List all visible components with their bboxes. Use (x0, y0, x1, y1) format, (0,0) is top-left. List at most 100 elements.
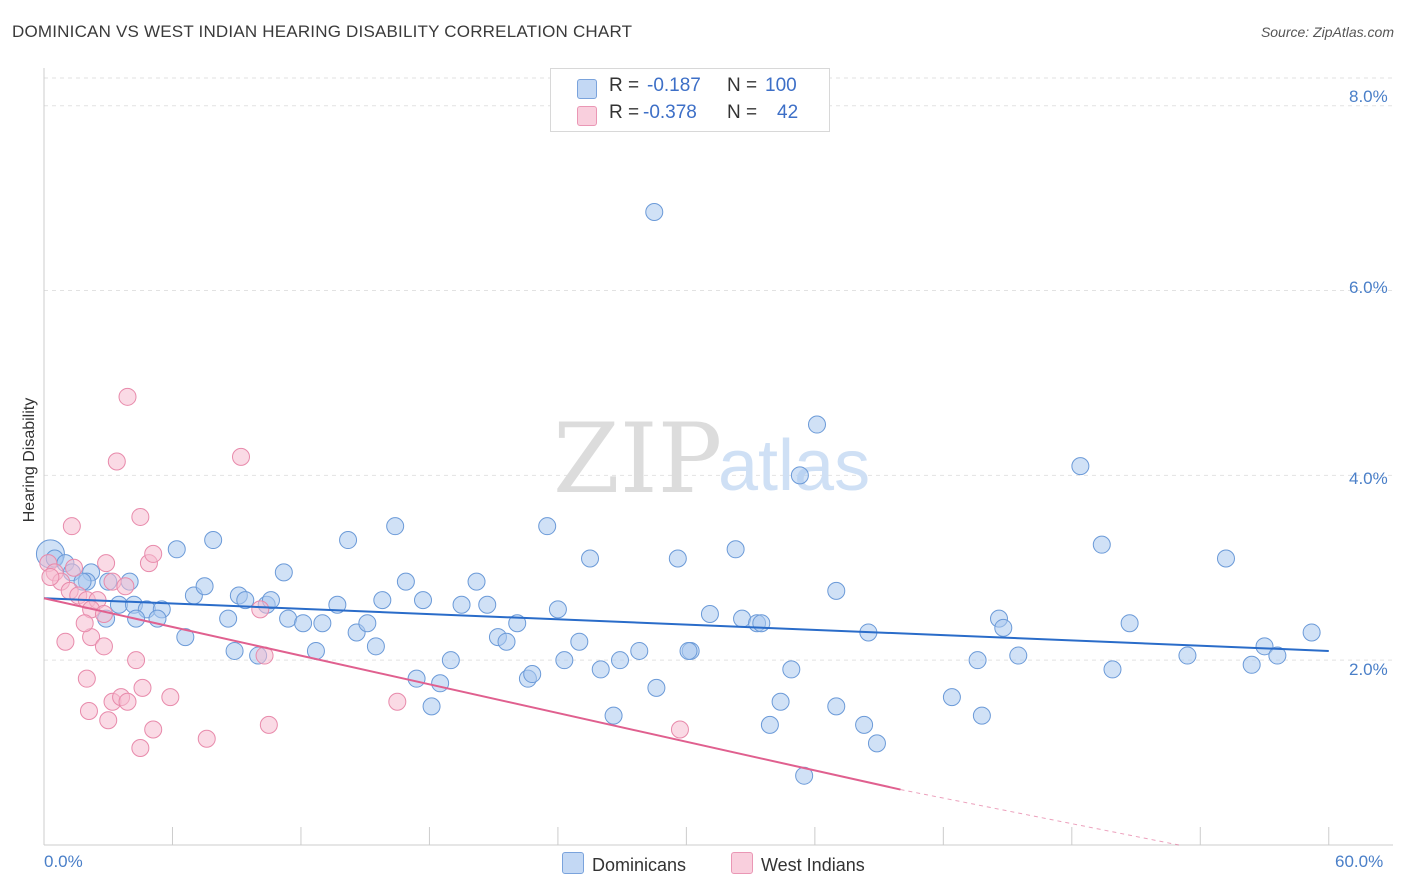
dominican-point (968, 651, 987, 670)
west-indian-point (75, 614, 94, 633)
dominican-point (339, 531, 358, 550)
source-label: Source: ZipAtlas.com (1260, 24, 1394, 40)
dominican-point (407, 669, 426, 688)
dominican-point (591, 660, 610, 679)
west-indian-point (41, 568, 60, 587)
dominican-point (867, 734, 886, 753)
dominican-point (679, 641, 698, 660)
west-indian-point (259, 715, 278, 734)
dominican-point (827, 697, 846, 716)
dominican-point (827, 581, 846, 600)
west-indian-point (131, 507, 150, 526)
dominican-point (176, 628, 195, 647)
west-indian-point (388, 692, 407, 711)
dominican-point (414, 591, 433, 610)
dominican-point (782, 660, 801, 679)
dominican-point (373, 591, 392, 610)
dominican-point (279, 609, 298, 628)
west-indian-point (56, 632, 75, 651)
dominican-point (752, 614, 771, 633)
dominican-point (645, 202, 664, 221)
west-indian-point (670, 720, 689, 739)
west-indian-point (77, 669, 96, 688)
dominican-point (431, 674, 450, 693)
west-indian-point (62, 517, 81, 536)
legend-label-dominicans: Dominicans (592, 855, 687, 875)
west-indian-trend-line (43, 597, 901, 791)
legend-r-label: R = (609, 102, 640, 123)
west-indian-trend-extension (900, 789, 1179, 846)
chart-title: DOMINICAN VS WEST INDIAN HEARING DISABIL… (12, 22, 633, 41)
legend-item-west-indians[interactable]: West Indians (731, 852, 865, 876)
dominican-point (630, 641, 649, 660)
west-indian-point (94, 637, 113, 656)
dominican-point (109, 595, 128, 614)
dominican-point (294, 614, 313, 633)
y-tick-label-2: 2.0% (1349, 660, 1388, 679)
dominican-point (313, 614, 332, 633)
dominican-point (386, 517, 405, 536)
legend-swatch-pink (731, 852, 753, 874)
legend-r-label: R = (609, 75, 640, 96)
dominican-point (760, 715, 779, 734)
dominican-point (236, 591, 255, 610)
dominican-point (497, 632, 516, 651)
west-indian-point (144, 720, 163, 739)
dominican-point (167, 540, 186, 559)
dominican-point (942, 688, 961, 707)
dominican-point (1302, 623, 1321, 642)
west-indian-point (64, 558, 83, 577)
dominican-point (726, 540, 745, 559)
dominican-point (733, 609, 752, 628)
dominican-point (195, 577, 214, 596)
legend-n-value: 100 (765, 75, 797, 96)
dominican-point (555, 651, 574, 670)
legend-r-value: -0.378 (643, 102, 697, 123)
legend-label-west-indians: West Indians (761, 855, 865, 875)
correlation-legend: R = -0.187 N = 100 R = -0.378 N = 42 (550, 68, 830, 132)
dominican-point (452, 595, 471, 614)
dominican-point (668, 549, 687, 568)
west-indian-point (127, 651, 146, 670)
watermark-atlas: atlas (718, 426, 870, 506)
dominican-point (611, 651, 630, 670)
legend-n-label: N = (727, 102, 758, 123)
dominican-point (548, 600, 567, 619)
legend-swatch-blue (562, 852, 584, 874)
dominican-point (478, 595, 497, 614)
west-indian-point (116, 577, 135, 596)
dominican-point (219, 609, 238, 628)
dominican-point (1103, 660, 1122, 679)
dominican-point (1216, 549, 1235, 568)
dominican-point (441, 651, 460, 670)
y-tick-label-6: 6.0% (1349, 278, 1388, 297)
dominican-point (581, 549, 600, 568)
west-indian-point (161, 688, 180, 707)
legend-item-dominicans[interactable]: Dominicans (562, 852, 686, 876)
dominican-point (855, 715, 874, 734)
dominican-point (1009, 646, 1028, 665)
west-indian-point (118, 387, 137, 406)
dominican-point (1242, 655, 1261, 674)
west-indian-point (197, 729, 216, 748)
dominican-point (1268, 646, 1287, 665)
dominican-point (467, 572, 486, 591)
y-tick-label-4: 4.0% (1349, 469, 1388, 488)
legend-r-value: -0.187 (647, 75, 701, 96)
dominican-point (523, 665, 542, 684)
legend-swatch-pink (577, 106, 597, 126)
dominican-point (972, 706, 991, 725)
west-indian-point (131, 738, 150, 757)
dominican-point (807, 415, 826, 434)
dominican-point (366, 637, 385, 656)
dominican-point (570, 632, 589, 651)
x-tick-label-max: 60.0% (1335, 852, 1384, 871)
y-tick-label-8: 8.0% (1349, 87, 1388, 106)
dominican-point (647, 678, 666, 697)
west-indian-point (144, 544, 163, 563)
west-indian-point (231, 447, 250, 466)
dominican-point (1178, 646, 1197, 665)
dominican-point (771, 692, 790, 711)
west-indian-point (107, 452, 126, 471)
